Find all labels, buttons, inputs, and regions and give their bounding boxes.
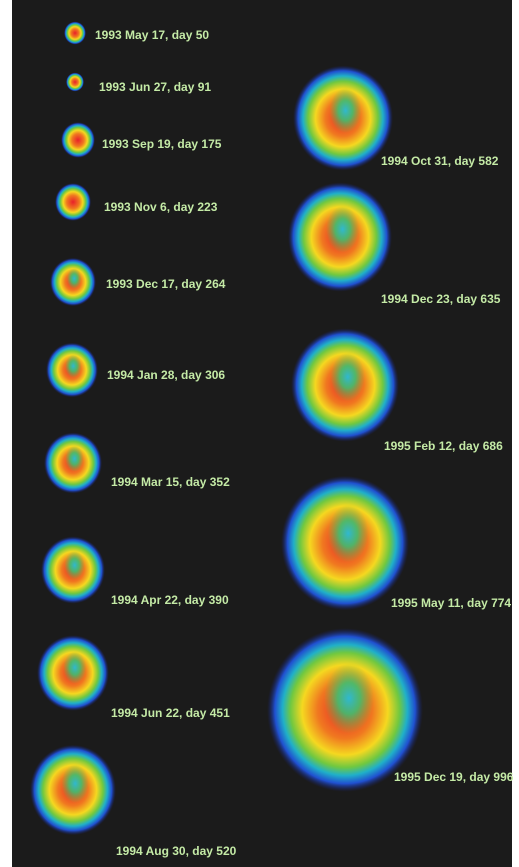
shell-center (328, 505, 369, 563)
image-label: 1995 Feb 12, day 686 (384, 439, 503, 453)
image-label: 1994 Mar 15, day 352 (111, 475, 230, 489)
image-label: 1993 Dec 17, day 264 (106, 277, 226, 291)
image-label: 1994 Apr 22, day 390 (111, 593, 229, 607)
image-label: 1993 Jun 27, day 91 (99, 80, 211, 94)
image-label: 1995 May 11, day 774 (391, 596, 511, 610)
radio-image (55, 183, 91, 221)
radio-image (64, 21, 86, 44)
image-label: 1994 Jun 22, day 451 (111, 706, 230, 720)
image-label: 1994 Oct 31, day 582 (381, 154, 499, 168)
shell-center (65, 446, 84, 472)
figure: 1993 May 17, day 50 1993 Jun 27, day 91 19… (0, 0, 519, 867)
radio-image (66, 73, 84, 92)
shell-center (330, 88, 362, 133)
shell-center (326, 206, 359, 253)
image-label: 1995 Dec 19, day 996 (394, 770, 514, 784)
image-label: 1993 Sep 19, day 175 (102, 137, 222, 151)
image-label: 1993 May 17, day 50 (95, 28, 209, 42)
image-label: 1994 Dec 23, day 635 (381, 292, 501, 306)
image-label: 1994 Jan 28, day 306 (107, 368, 225, 382)
shell-center (61, 764, 89, 803)
shell-center (65, 354, 82, 377)
shell-center (64, 551, 84, 580)
image-label: 1993 Nov 6, day 223 (104, 200, 218, 214)
shell-center (324, 663, 374, 733)
radio-image (61, 122, 95, 158)
image-label: 1994 Aug 30, day 520 (116, 844, 237, 858)
shell-center (63, 651, 86, 683)
shell-center (67, 268, 82, 289)
shell-center (330, 353, 365, 402)
